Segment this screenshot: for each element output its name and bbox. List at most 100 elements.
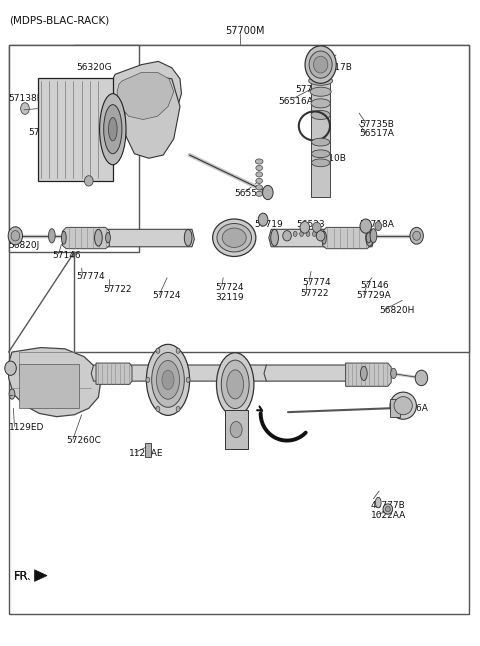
Text: 57718A: 57718A: [359, 220, 394, 229]
Text: 57735B: 57735B: [359, 120, 394, 129]
Text: 57774: 57774: [302, 278, 331, 287]
Ellipse shape: [222, 228, 246, 247]
Ellipse shape: [9, 389, 15, 399]
Text: 1129ED: 1129ED: [9, 423, 44, 432]
Ellipse shape: [176, 348, 180, 353]
Polygon shape: [91, 229, 194, 247]
Ellipse shape: [271, 229, 278, 246]
Ellipse shape: [415, 370, 428, 386]
Ellipse shape: [221, 360, 249, 408]
Text: 57724: 57724: [215, 283, 243, 292]
Ellipse shape: [217, 224, 252, 252]
Bar: [225, 410, 248, 449]
Ellipse shape: [162, 370, 174, 390]
Ellipse shape: [100, 94, 126, 165]
Ellipse shape: [176, 406, 180, 412]
Polygon shape: [96, 363, 132, 384]
Ellipse shape: [186, 377, 190, 382]
Ellipse shape: [61, 231, 66, 244]
Ellipse shape: [375, 222, 382, 231]
Text: 57737: 57737: [317, 236, 346, 245]
Ellipse shape: [258, 213, 268, 226]
Text: 57700M: 57700M: [226, 26, 265, 36]
Ellipse shape: [366, 233, 371, 243]
Polygon shape: [9, 348, 101, 417]
Ellipse shape: [410, 227, 423, 244]
Text: 43777B: 43777B: [371, 501, 405, 510]
Ellipse shape: [309, 76, 333, 85]
Ellipse shape: [311, 110, 330, 120]
Ellipse shape: [390, 392, 416, 419]
Polygon shape: [91, 365, 269, 381]
Ellipse shape: [383, 504, 393, 514]
Polygon shape: [264, 365, 366, 381]
Ellipse shape: [156, 348, 160, 353]
Ellipse shape: [146, 344, 190, 415]
Ellipse shape: [311, 99, 330, 108]
Text: 57710F: 57710F: [28, 128, 62, 137]
Text: 1124AE: 1124AE: [129, 449, 163, 458]
Bar: [19, 364, 79, 408]
Polygon shape: [35, 570, 47, 581]
Ellipse shape: [391, 368, 396, 379]
Ellipse shape: [256, 165, 263, 171]
Bar: [390, 399, 400, 417]
Ellipse shape: [227, 370, 244, 399]
Ellipse shape: [283, 231, 291, 241]
Ellipse shape: [255, 159, 263, 164]
Ellipse shape: [5, 361, 16, 375]
Text: 57138B: 57138B: [9, 94, 44, 103]
Text: FR.: FR.: [13, 570, 32, 583]
Text: FR.: FR.: [13, 571, 31, 581]
Text: 56551A: 56551A: [234, 189, 269, 198]
Ellipse shape: [360, 366, 367, 380]
Ellipse shape: [394, 397, 412, 415]
Text: 57719: 57719: [254, 220, 283, 229]
Ellipse shape: [11, 231, 20, 241]
Ellipse shape: [256, 185, 263, 190]
Ellipse shape: [312, 138, 330, 146]
Ellipse shape: [293, 231, 297, 236]
Ellipse shape: [316, 231, 325, 241]
Ellipse shape: [312, 222, 321, 233]
Polygon shape: [269, 229, 374, 247]
Text: 57722: 57722: [300, 289, 328, 298]
Text: 56517A: 56517A: [359, 129, 394, 138]
Polygon shape: [109, 61, 181, 132]
Text: (MDPS-BLAC-RACK): (MDPS-BLAC-RACK): [9, 16, 109, 26]
Text: 57720: 57720: [278, 236, 307, 245]
Ellipse shape: [322, 231, 326, 244]
Polygon shape: [62, 227, 109, 249]
Ellipse shape: [375, 497, 381, 508]
Ellipse shape: [263, 185, 273, 200]
Text: 57729A: 57729A: [71, 228, 106, 237]
Ellipse shape: [310, 87, 331, 96]
Ellipse shape: [106, 233, 110, 243]
Text: 56396A: 56396A: [394, 404, 429, 413]
Polygon shape: [125, 74, 180, 158]
Ellipse shape: [48, 229, 55, 243]
Ellipse shape: [360, 219, 372, 233]
Polygon shape: [323, 227, 371, 249]
Ellipse shape: [146, 377, 150, 382]
Ellipse shape: [108, 118, 117, 141]
Ellipse shape: [312, 159, 330, 167]
Bar: [145, 443, 151, 457]
Text: 57146: 57146: [52, 251, 81, 260]
Bar: [74, 45, 469, 352]
Ellipse shape: [312, 231, 316, 236]
Text: 57714: 57714: [295, 85, 324, 94]
Ellipse shape: [300, 222, 310, 233]
Ellipse shape: [104, 105, 122, 154]
Ellipse shape: [21, 103, 29, 114]
Text: 57722: 57722: [103, 285, 132, 294]
Text: 57729A: 57729A: [356, 291, 391, 300]
Ellipse shape: [370, 229, 377, 243]
Ellipse shape: [230, 422, 242, 438]
Bar: [311, 74, 330, 197]
Ellipse shape: [312, 150, 330, 158]
Text: 56820H: 56820H: [379, 306, 415, 315]
Ellipse shape: [306, 231, 310, 236]
Ellipse shape: [256, 191, 263, 196]
Ellipse shape: [313, 56, 328, 73]
